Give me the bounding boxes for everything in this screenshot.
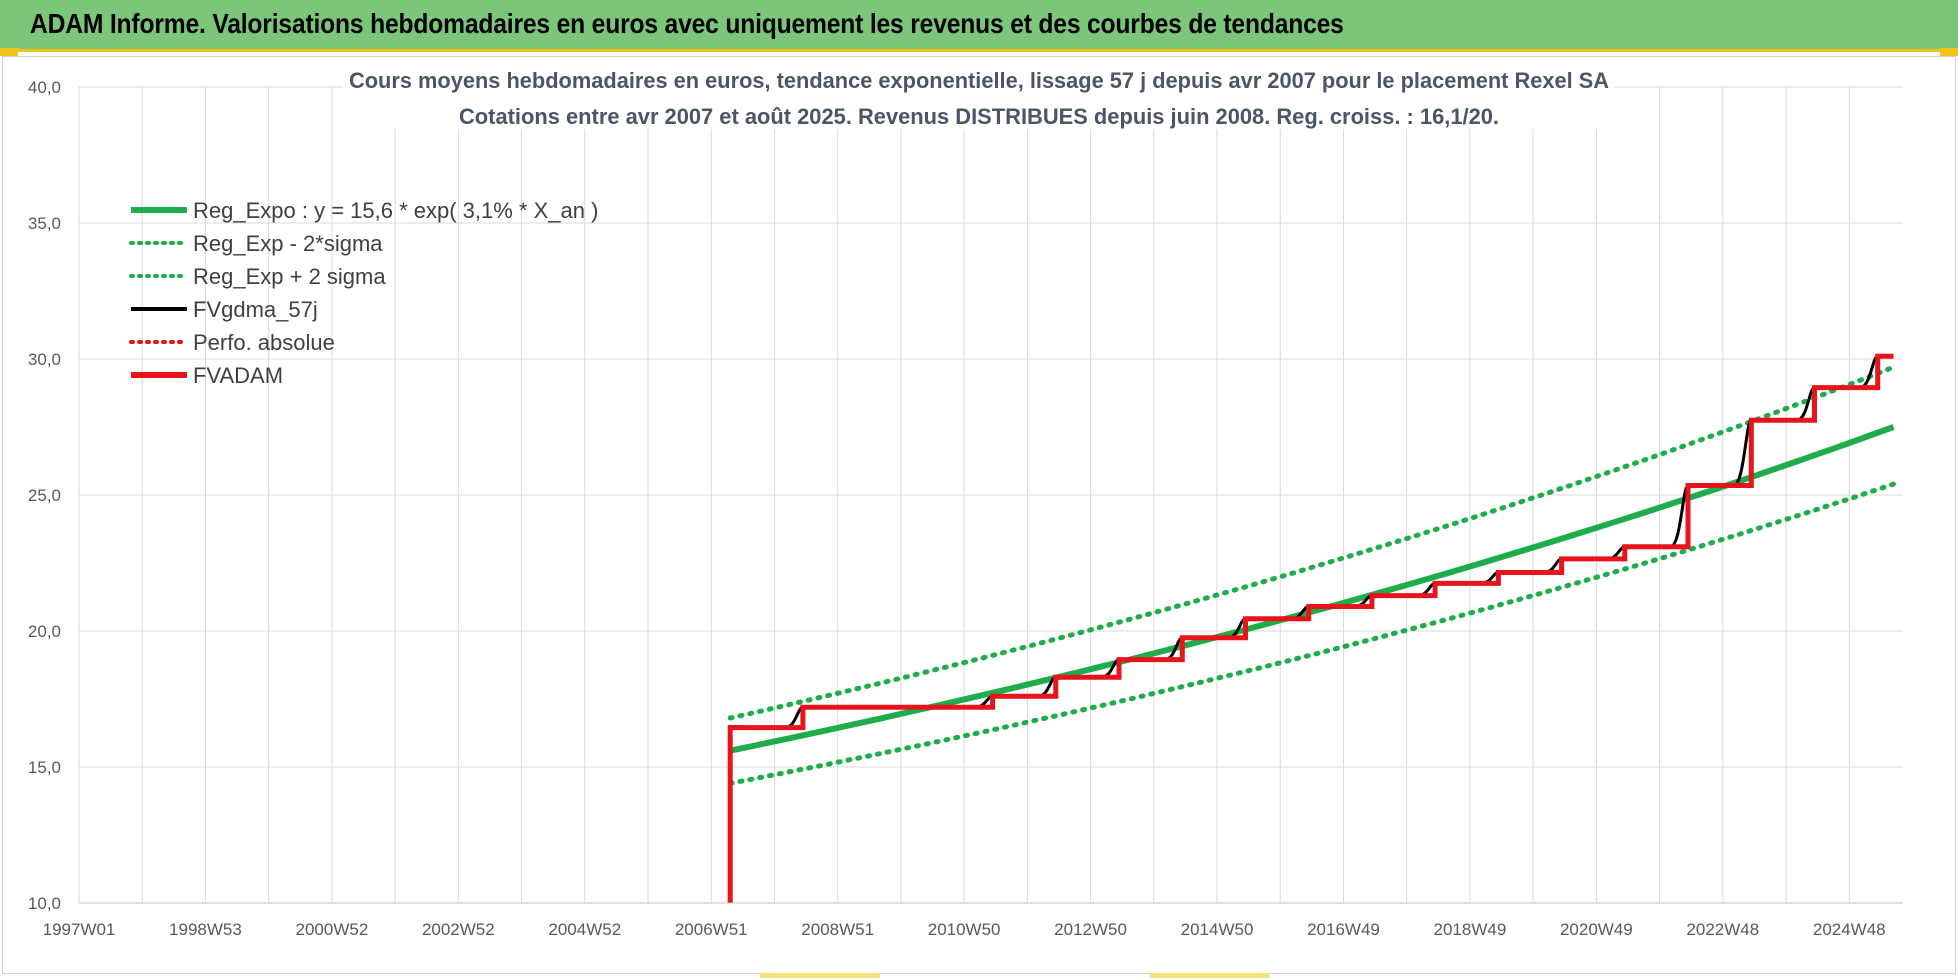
legend-label: FVADAM bbox=[193, 363, 283, 388]
x-tick-label: 2000W52 bbox=[296, 920, 369, 939]
y-tick-label: 20,0 bbox=[28, 622, 61, 641]
x-tick-label: 2002W52 bbox=[422, 920, 495, 939]
corner-accent-right bbox=[1940, 48, 1958, 56]
y-tick-label: 40,0 bbox=[28, 78, 61, 97]
x-tick-label: 2010W50 bbox=[928, 920, 1001, 939]
chart-title: Cours moyens hebdomadaires en euros, ten… bbox=[349, 68, 1609, 93]
x-tick-label: 1997W01 bbox=[43, 920, 116, 939]
series-reg-minus-2sigma bbox=[727, 481, 1896, 786]
series-reg-plus-2sigma bbox=[727, 364, 1896, 721]
y-tick-label: 15,0 bbox=[28, 758, 61, 777]
x-tick-label: 1998W53 bbox=[169, 920, 242, 939]
legend: Reg_Expo : y = 15,6 * exp( 3,1% * X_an )… bbox=[129, 198, 598, 388]
legend-label: Reg_Expo : y = 15,6 * exp( 3,1% * X_an ) bbox=[193, 198, 598, 223]
corner-accent-left bbox=[0, 48, 18, 56]
y-tick-label: 35,0 bbox=[28, 214, 61, 233]
x-tick-label: 2012W50 bbox=[1054, 920, 1127, 939]
page-title: ADAM Informe. Valorisations hebdomadaire… bbox=[30, 8, 1344, 39]
chart-title-group: Cours moyens hebdomadaires en euros, ten… bbox=[343, 61, 1615, 129]
x-tick-label: 2022W48 bbox=[1686, 920, 1759, 939]
series-fvadam bbox=[727, 353, 1894, 903]
grid bbox=[78, 86, 1903, 904]
x-tick-label: 2018W49 bbox=[1434, 920, 1507, 939]
chart-subtitle: Cotations entre avr 2007 et août 2025. R… bbox=[459, 104, 1499, 129]
legend-label: Reg_Exp + 2 sigma bbox=[193, 264, 386, 289]
x-tick-label: 2024W48 bbox=[1813, 920, 1886, 939]
legend-label: Perfo. absolue bbox=[193, 330, 335, 355]
bottom-accent bbox=[1150, 973, 1270, 978]
y-tick-label: 10,0 bbox=[28, 894, 61, 913]
legend-label: FVgdma_57j bbox=[193, 297, 318, 322]
y-tick-label: 30,0 bbox=[28, 350, 61, 369]
legend-label: Reg_Exp - 2*sigma bbox=[193, 231, 383, 256]
bottom-accent bbox=[760, 973, 880, 978]
x-tick-label: 2004W52 bbox=[548, 920, 621, 939]
series-layer bbox=[727, 353, 1896, 903]
series-reg-expo bbox=[729, 424, 1895, 754]
x-tick-label: 2008W51 bbox=[801, 920, 874, 939]
chart-area: 10,0 15,0 20,0 25,0 30,0 35,0 40,0 1997W01 1998W… bbox=[2, 56, 1956, 974]
header-bar: ADAM Informe. Valorisations hebdomadaire… bbox=[0, 0, 1958, 52]
axes: 10,0 15,0 20,0 25,0 30,0 35,0 40,0 1997W01 1998W… bbox=[28, 78, 1903, 939]
x-tick-label: 2020W49 bbox=[1560, 920, 1633, 939]
chart-svg: 10,0 15,0 20,0 25,0 30,0 35,0 40,0 1997W01 1998W… bbox=[28, 61, 1903, 939]
x-tick-label: 2006W51 bbox=[675, 920, 748, 939]
x-tick-label: 2014W50 bbox=[1181, 920, 1254, 939]
y-tick-label: 25,0 bbox=[28, 486, 61, 505]
x-tick-label: 2016W49 bbox=[1307, 920, 1380, 939]
